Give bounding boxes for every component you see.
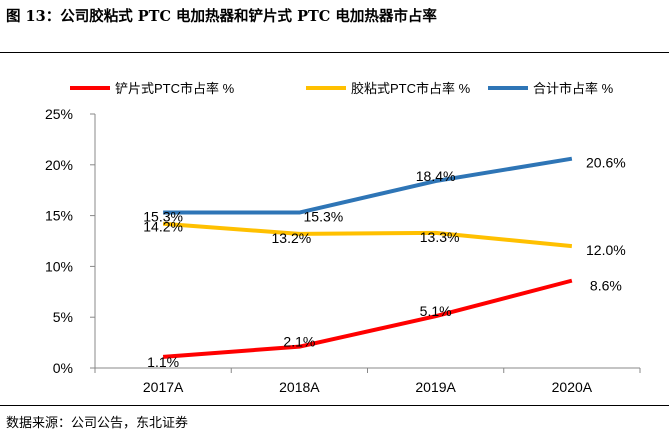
x-tick-label: 2019A	[415, 379, 456, 395]
data-label: 20.6%	[586, 155, 626, 171]
y-tick-label: 15%	[45, 208, 73, 224]
y-axis: 0% 5% 10% 15% 20% 25%	[45, 106, 96, 376]
series-line-1	[162, 221, 573, 249]
source-note: 数据来源：公司公告，东北证券	[6, 416, 189, 431]
data-label: 15.3%	[304, 209, 344, 225]
x-tick-label: 2018A	[279, 379, 320, 395]
data-label: 13.3%	[420, 229, 460, 245]
data-label: 15.3%	[143, 209, 183, 225]
legend-label-2: 合计市占率 %	[533, 81, 614, 96]
y-tick-label: 0%	[53, 360, 73, 376]
series-line-0	[162, 278, 573, 359]
legend-label-0: 铲片式PTC市占率 %	[115, 81, 235, 96]
data-label: 8.6%	[590, 278, 622, 294]
y-tick-label: 5%	[53, 309, 73, 325]
data-label: 1.1%	[147, 354, 179, 370]
series-line-2	[163, 156, 573, 215]
figure-title: 图 13：公司胶粘式 PTC 电加热器和铲片式 PTC 电加热器市占率	[6, 8, 437, 25]
x-axis: 2017A 2018A 2019A 2020A	[94, 367, 641, 395]
data-label: 14.2%	[143, 219, 183, 235]
series-lines	[162, 156, 573, 359]
legend-label-1: 胶粘式PTC市占率 %	[351, 81, 471, 96]
data-labels: 1.1% 2.1% 5.1% 8.6% 14.2% 13.2% 13.3% 12.0% 15.3…	[143, 155, 625, 370]
y-tick-label: 20%	[45, 157, 73, 173]
legend: 铲片式PTC市占率 % 胶粘式PTC市占率 % 合计市占率 %	[70, 81, 614, 96]
source-rule	[0, 405, 669, 406]
data-label: 2.1%	[283, 334, 315, 350]
data-label: 13.2%	[272, 230, 312, 246]
data-label: 18.4%	[416, 168, 456, 184]
y-tick-label: 10%	[45, 258, 73, 274]
data-label: 5.1%	[420, 303, 452, 319]
title-rule	[0, 52, 669, 53]
x-tick-label: 2017A	[143, 379, 184, 395]
x-tick-label: 2020A	[552, 379, 593, 395]
data-label: 12.0%	[586, 242, 626, 258]
y-tick-label: 25%	[45, 106, 73, 122]
